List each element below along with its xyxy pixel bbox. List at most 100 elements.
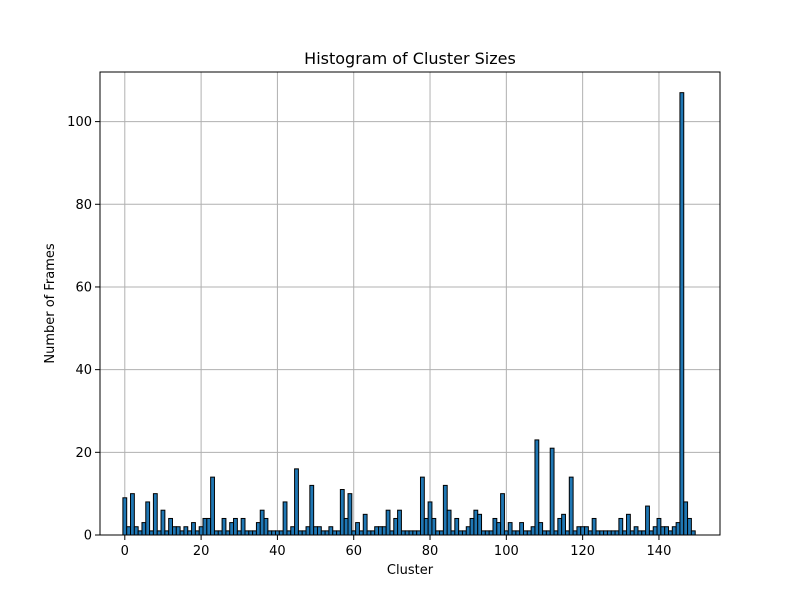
y-tick-label: 0 — [84, 529, 92, 544]
histogram-bar — [316, 526, 322, 536]
histogram-bar — [343, 517, 349, 536]
histogram-bar — [683, 501, 689, 536]
histogram-bar — [419, 476, 425, 536]
histogram-bar — [423, 517, 429, 536]
histogram-bar — [324, 530, 330, 536]
histogram-bar — [629, 530, 635, 536]
histogram-bar — [542, 530, 547, 536]
histogram-bar — [618, 517, 624, 536]
histogram-bar — [202, 517, 208, 536]
histogram-bar — [305, 526, 311, 536]
histogram-bar — [275, 530, 280, 536]
histogram-bar — [580, 526, 586, 536]
histogram-bar — [679, 92, 685, 536]
histogram-bar — [122, 497, 128, 536]
histogram-bar — [561, 513, 566, 536]
histogram-bar — [595, 530, 601, 536]
histogram-bar — [572, 530, 578, 536]
histogram-bar — [690, 530, 696, 536]
histogram-bar — [309, 484, 315, 536]
histogram-bar — [469, 517, 475, 536]
histogram-bar — [538, 522, 544, 536]
histogram-bar — [610, 530, 616, 536]
histogram-bar — [404, 530, 410, 536]
histogram-bar — [347, 493, 353, 536]
histogram-bar — [198, 526, 204, 536]
histogram-bar — [191, 522, 196, 536]
x-tick-label: 100 — [494, 544, 519, 559]
histogram-bar — [130, 493, 135, 536]
histogram-bar — [374, 526, 380, 536]
histogram-bar — [393, 517, 399, 536]
histogram-bar — [511, 530, 517, 536]
histogram-bar — [233, 517, 238, 536]
y-tick-label: 60 — [75, 280, 92, 295]
histogram-bar — [229, 522, 235, 536]
histogram-bar — [667, 530, 673, 536]
histogram-bar — [503, 530, 509, 536]
histogram-bar — [523, 530, 528, 536]
histogram-bar — [461, 530, 467, 536]
histogram-bar — [656, 517, 662, 536]
x-tick-label: 120 — [570, 544, 595, 559]
histogram-bar — [408, 530, 414, 536]
histogram-bar — [576, 526, 582, 536]
histogram-bar — [183, 526, 189, 536]
histogram-bar — [397, 509, 402, 536]
histogram-bar — [355, 522, 360, 536]
histogram-bar — [534, 439, 540, 536]
histogram-bar — [267, 530, 273, 536]
histogram-bar — [149, 530, 154, 536]
histogram-bar — [557, 517, 563, 536]
histogram-bar — [168, 517, 173, 536]
histogram-bar — [294, 468, 299, 536]
histogram-bar — [126, 526, 132, 536]
histogram-bar — [431, 517, 437, 536]
histogram-bar — [164, 530, 170, 536]
histogram-bar — [637, 530, 643, 536]
histogram-bar — [351, 530, 357, 536]
histogram-bar — [362, 513, 368, 536]
histogram-bar — [587, 530, 593, 536]
histogram-bar — [412, 530, 418, 536]
histogram-bar — [648, 530, 654, 536]
histogram-bar — [381, 526, 387, 536]
x-tick-label: 0 — [121, 544, 129, 559]
histogram-bar — [194, 530, 200, 536]
histogram-bar — [439, 530, 444, 536]
histogram-bar — [545, 530, 551, 536]
histogram-bar — [206, 517, 212, 536]
histogram-bar — [515, 530, 521, 536]
histogram-bar — [664, 526, 669, 536]
histogram-bar — [252, 530, 257, 536]
x-axis-label: Cluster — [387, 563, 434, 578]
histogram-bar — [160, 509, 166, 536]
y-tick-label: 100 — [67, 115, 92, 130]
histogram-bar — [416, 530, 421, 536]
histogram-bar — [568, 476, 574, 536]
histogram-bar — [255, 522, 261, 536]
plot-area — [100, 72, 720, 535]
histogram-bar — [301, 530, 307, 536]
histogram-bar — [133, 526, 139, 536]
histogram-bar — [259, 509, 265, 536]
histogram-bar — [614, 530, 620, 536]
histogram-bar — [603, 530, 608, 536]
histogram-bar — [339, 489, 345, 536]
histogram-bar — [213, 530, 219, 536]
histogram-bar — [481, 530, 486, 536]
histogram-bar — [332, 530, 338, 536]
histogram-bar — [641, 530, 647, 536]
y-tick-label: 80 — [75, 198, 92, 213]
histogram-bar — [187, 530, 193, 536]
histogram-bar — [358, 530, 364, 536]
histogram-bar — [606, 530, 612, 536]
y-tick-label: 20 — [75, 446, 92, 461]
histogram-bar — [652, 526, 658, 536]
histogram-bar — [526, 530, 532, 536]
histogram-bar — [145, 501, 151, 536]
histogram-bar — [454, 517, 460, 536]
plot-frame — [99, 71, 721, 536]
histogram-bar — [427, 501, 433, 536]
